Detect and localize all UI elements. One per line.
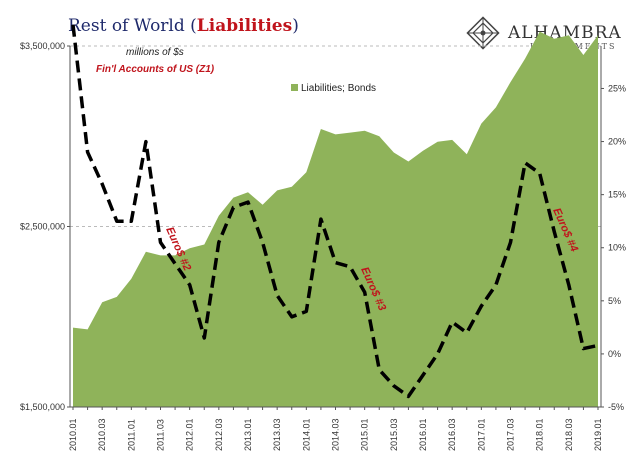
x-tick-label-12: 2016.01: [418, 418, 428, 451]
x-tick-label-9: 2014.03: [331, 418, 341, 451]
source-note: Fin'l Accounts of US (Z1): [96, 64, 215, 75]
x-tick-label-15: 2017.03: [506, 418, 516, 451]
x-tick-label-7: 2013.03: [272, 418, 282, 451]
chart-title-highlight: Liabilities: [197, 16, 292, 36]
y-right-tick-label-1: 0%: [608, 349, 621, 359]
series-area-liabilities-bonds: [73, 31, 598, 407]
plot-layer: $1,500,000 $2,500,000 $3,500,000 -5% 0% 5% 10%…: [20, 24, 626, 451]
legend: Liabilities; Bonds: [291, 83, 376, 94]
y-right-tick-label-0: -5%: [608, 402, 624, 412]
x-tick-label-10: 2015.01: [360, 418, 370, 451]
y-right-tick-label-4: 15%: [608, 190, 626, 200]
chart-title: Rest of World (Liabilities): [68, 16, 299, 36]
y-left-tick-label-0: $1,500,000: [20, 402, 65, 412]
legend-label: Liabilities; Bonds: [301, 83, 376, 94]
y-right-tick-label-6: 25%: [608, 83, 626, 93]
chart-title-suffix: ): [292, 16, 299, 36]
y-right-tick-label-2: 5%: [608, 296, 621, 306]
x-tick-label-16: 2018.01: [535, 418, 545, 451]
y-right-tick-label-3: 10%: [608, 243, 626, 253]
x-tick-label-11: 2015.03: [389, 418, 399, 451]
logo-emblem-icon: [466, 16, 500, 50]
y-left-tick-label-2: $3,500,000: [20, 41, 65, 51]
x-tick-label-2: 2011.01: [126, 419, 136, 451]
x-tick-label-5: 2012.03: [214, 418, 224, 451]
x-tick-label-6: 2013.01: [243, 418, 253, 451]
y-right-tick-label-5: 20%: [608, 137, 626, 147]
chart-title-prefix: Rest of World (: [68, 16, 197, 36]
x-tick-label-8: 2014.01: [301, 418, 311, 451]
units-note: millions of $s: [126, 47, 184, 58]
x-tick-label-17: 2018.03: [564, 418, 574, 451]
x-tick-label-1: 2010.03: [97, 418, 107, 451]
x-tick-label-18: 2019.01: [593, 418, 603, 451]
x-tick-label-13: 2016.03: [447, 418, 457, 451]
x-tick-label-0: 2010.01: [68, 418, 78, 451]
x-tick-label-3: 2011.03: [156, 419, 166, 451]
series-line-growth: [71, 24, 599, 399]
x-tick-label-4: 2012.01: [185, 418, 195, 451]
logo-name: ALHAMBRA: [507, 23, 622, 43]
legend-swatch: [291, 84, 298, 91]
x-tick-label-14: 2017.01: [476, 418, 486, 451]
y-left-tick-label-1: $2,500,000: [20, 222, 65, 232]
